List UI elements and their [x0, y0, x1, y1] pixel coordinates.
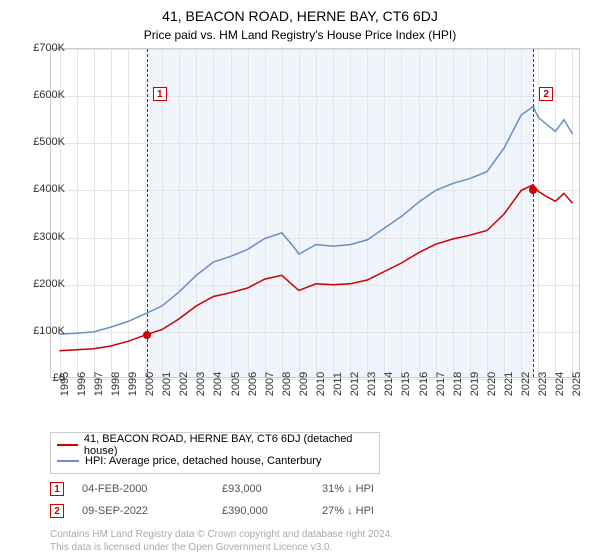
x-tick-label: 2020: [486, 372, 498, 396]
chart-marker-box: 1: [153, 87, 167, 101]
x-tick-label: 2010: [315, 372, 327, 396]
x-tick-label: 1999: [127, 372, 139, 396]
sale-marker-icon: 1: [50, 482, 64, 496]
sales-table: 1 04-FEB-2000 £93,000 31% ↓ HPI 2 09-SEP…: [50, 478, 442, 522]
x-tick-label: 2011: [332, 372, 344, 396]
sale-pct: 31% ↓ HPI: [322, 483, 442, 495]
x-tick-label: 2007: [264, 372, 276, 396]
x-tick-label: 2008: [281, 372, 293, 396]
x-tick-label: 2002: [178, 372, 190, 396]
y-tick-label: £300K: [11, 231, 65, 243]
chart-container: 41, BEACON ROAD, HERNE BAY, CT6 6DJ Pric…: [0, 0, 600, 560]
chart-title: 41, BEACON ROAD, HERNE BAY, CT6 6DJ: [0, 0, 600, 24]
y-tick-label: £500K: [11, 136, 65, 148]
x-tick-label: 1998: [110, 372, 122, 396]
sale-date: 04-FEB-2000: [82, 483, 222, 495]
x-tick-label: 2005: [230, 372, 242, 396]
sale-point-dot: [529, 186, 537, 194]
footer-line1: Contains HM Land Registry data © Crown c…: [50, 528, 393, 541]
chart-area: 12 1995199619971998199920002001200220032…: [50, 48, 580, 378]
legend-swatch-hpi: [57, 460, 79, 462]
footer-attribution: Contains HM Land Registry data © Crown c…: [50, 528, 393, 554]
sale-price: £93,000: [222, 483, 322, 495]
y-tick-label: £100K: [11, 325, 65, 337]
legend-item-property: 41, BEACON ROAD, HERNE BAY, CT6 6DJ (det…: [57, 437, 373, 453]
x-tick-label: 2025: [571, 372, 583, 396]
x-tick-label: 1996: [76, 372, 88, 396]
y-tick-label: £400K: [11, 183, 65, 195]
chart-marker-box: 2: [539, 87, 553, 101]
sale-point-dot: [143, 331, 151, 339]
y-tick-label: £0: [11, 372, 65, 384]
x-tick-label: 2012: [349, 372, 361, 396]
x-tick-label: 2015: [400, 372, 412, 396]
sale-pct: 27% ↓ HPI: [322, 505, 442, 517]
x-tick-label: 1997: [93, 372, 105, 396]
x-tick-label: 2024: [554, 372, 566, 396]
footer-line2: This data is licensed under the Open Gov…: [50, 541, 393, 554]
x-tick-label: 2000: [144, 372, 156, 396]
x-tick-label: 2018: [452, 372, 464, 396]
x-tick-label: 2017: [435, 372, 447, 396]
x-tick-label: 2003: [195, 372, 207, 396]
x-tick-label: 2016: [418, 372, 430, 396]
x-tick-label: 2004: [212, 372, 224, 396]
legend-label-hpi: HPI: Average price, detached house, Cant…: [85, 455, 321, 467]
sale-row: 1 04-FEB-2000 £93,000 31% ↓ HPI: [50, 478, 442, 500]
chart-subtitle: Price paid vs. HM Land Registry's House …: [0, 24, 600, 42]
x-tick-label: 2001: [161, 372, 173, 396]
x-tick-label: 2006: [247, 372, 259, 396]
y-tick-label: £200K: [11, 278, 65, 290]
sale-marker-icon: 2: [50, 504, 64, 518]
legend-label-property: 41, BEACON ROAD, HERNE BAY, CT6 6DJ (det…: [84, 433, 373, 457]
legend-swatch-property: [57, 444, 78, 446]
sale-date: 09-SEP-2022: [82, 505, 222, 517]
sale-row: 2 09-SEP-2022 £390,000 27% ↓ HPI: [50, 500, 442, 522]
x-tick-label: 2013: [366, 372, 378, 396]
line-chart-svg: [51, 49, 581, 379]
x-tick-label: 2021: [503, 372, 515, 396]
x-tick-label: 2009: [298, 372, 310, 396]
legend: 41, BEACON ROAD, HERNE BAY, CT6 6DJ (det…: [50, 432, 380, 474]
sale-price: £390,000: [222, 505, 322, 517]
y-tick-label: £600K: [11, 89, 65, 101]
x-tick-label: 2014: [383, 372, 395, 396]
x-tick-label: 2023: [537, 372, 549, 396]
plot-area: 12: [50, 48, 580, 378]
x-tick-label: 2019: [469, 372, 481, 396]
x-tick-label: 2022: [520, 372, 532, 396]
y-tick-label: £700K: [11, 42, 65, 54]
